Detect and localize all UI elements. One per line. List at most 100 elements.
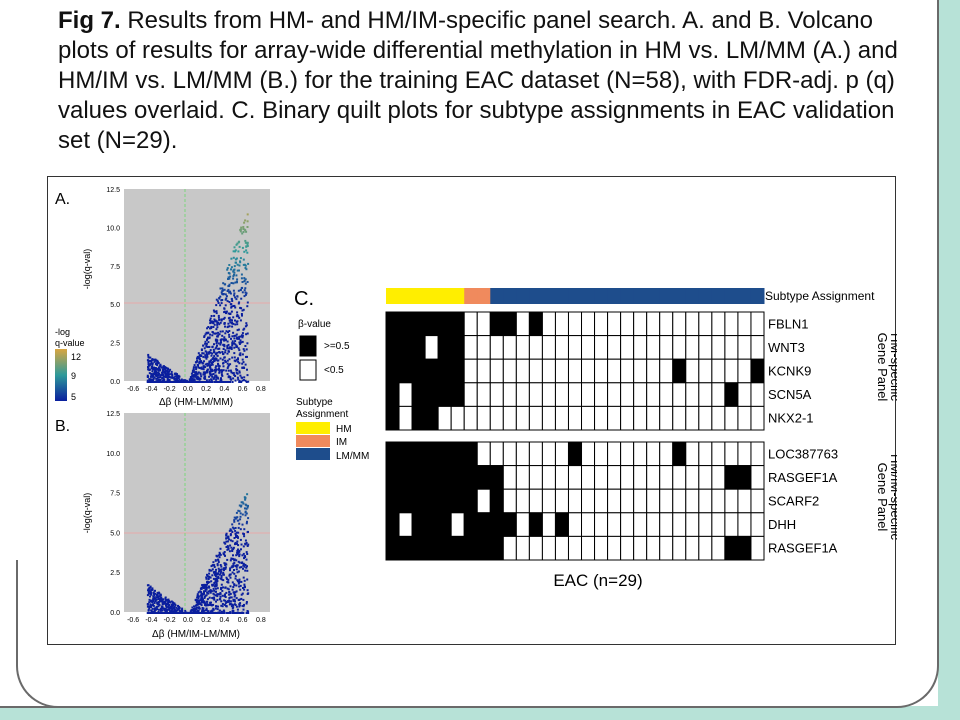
- bottom-band: [0, 706, 960, 720]
- volcano-point: [216, 376, 219, 379]
- volcano-point: [245, 602, 248, 605]
- volcano-point: [231, 557, 234, 560]
- volcano-point: [236, 540, 239, 543]
- volcano-point: [245, 612, 248, 614]
- volcano-point: [205, 588, 208, 591]
- volcano-point: [158, 598, 161, 601]
- volcano-point: [160, 605, 163, 608]
- volcano-point: [153, 610, 156, 613]
- volcano-point: [217, 334, 220, 337]
- volcano-point: [202, 355, 205, 358]
- volcano-point: [224, 564, 227, 567]
- volcano-point: [237, 360, 240, 363]
- quilt-cell: [581, 465, 596, 490]
- volcano-point: [242, 263, 245, 266]
- volcano-point: [216, 326, 219, 329]
- quilt-cell: [750, 488, 765, 514]
- volcano-point: [235, 315, 238, 318]
- quilt-cell: [463, 358, 478, 384]
- quilt-cell: [541, 382, 556, 407]
- volcano-point: [205, 379, 208, 382]
- volcano-point: [238, 612, 241, 614]
- subtype-cell: [685, 288, 700, 304]
- volcano-point: [146, 379, 149, 382]
- volcano-point: [231, 319, 233, 322]
- volcano-point: [242, 576, 245, 579]
- volcano-point: [241, 334, 243, 337]
- subtype-legend-im: IM: [336, 437, 347, 448]
- volcano-point: [149, 585, 152, 588]
- quilt-cell: [607, 512, 622, 537]
- volcano-point: [205, 577, 208, 580]
- volcano-point: [153, 358, 156, 361]
- volcano-point: [232, 322, 235, 325]
- volcano-point: [211, 373, 214, 376]
- volcano-point: [241, 379, 244, 382]
- quilt-cell: [502, 311, 517, 337]
- volcano-point: [147, 592, 150, 595]
- volcano-point: [199, 373, 202, 376]
- quilt-cell: [698, 382, 713, 407]
- volcano-point: [233, 612, 236, 614]
- volcano-point: [216, 612, 219, 614]
- volcano-point: [201, 596, 203, 599]
- volcano-point: [241, 366, 244, 369]
- volcano-point: [237, 378, 240, 381]
- volcano-point: [219, 321, 222, 324]
- volcano-point: [155, 375, 158, 377]
- volcano-point: [236, 329, 239, 332]
- volcano-point: [155, 605, 158, 608]
- volcano-point: [185, 379, 188, 382]
- volcano-point: [209, 333, 212, 336]
- x-tick-label: -0.4: [145, 617, 157, 624]
- volcano-point: [243, 250, 246, 253]
- volcano-point: [205, 600, 208, 603]
- volcano-point: [246, 245, 249, 247]
- volcano-point: [232, 250, 235, 253]
- volcano-point: [157, 591, 160, 594]
- volcano-point: [214, 352, 217, 355]
- volcano-point: [167, 372, 170, 375]
- volcano-point: [160, 366, 163, 369]
- y-tick-label: 2.5: [110, 341, 120, 348]
- volcano-point: [150, 379, 153, 382]
- volcano-point: [211, 352, 214, 355]
- volcano-point: [236, 376, 239, 379]
- volcano-point: [152, 600, 155, 603]
- volcano-point: [160, 609, 163, 612]
- volcano-point: [202, 381, 205, 383]
- subtype-legend-lmmm-swatch: [296, 448, 330, 460]
- volcano-point: [222, 586, 224, 589]
- volcano-point: [245, 551, 248, 554]
- volcano-point: [246, 531, 249, 534]
- volcano-point: [218, 365, 221, 368]
- volcano-point: [238, 362, 241, 365]
- volcano-point: [236, 553, 239, 556]
- volcano-point: [225, 310, 228, 313]
- volcano-point: [157, 379, 160, 381]
- volcano-point: [225, 605, 228, 608]
- quilt-cell: [685, 382, 700, 407]
- volcano-point: [188, 381, 191, 383]
- volcano-point: [206, 362, 209, 365]
- volcano-point: [156, 608, 159, 611]
- quilt-cell: [411, 382, 426, 407]
- x-tick-label: 0.8: [256, 386, 266, 393]
- volcano-point: [235, 365, 238, 368]
- volcano-point: [241, 611, 244, 614]
- volcano-point: [218, 368, 221, 371]
- gene-label: WNT3: [768, 340, 805, 355]
- quilt-cell: [581, 441, 596, 467]
- volcano-point: [232, 289, 235, 292]
- quilt-cell: [385, 311, 400, 337]
- volcano-point: [242, 231, 245, 233]
- volcano-point: [233, 583, 236, 586]
- volcano-point: [246, 332, 249, 335]
- volcano-point: [235, 261, 237, 264]
- volcano-point: [209, 589, 212, 592]
- volcano-point: [243, 376, 246, 379]
- quilt-cell: [607, 535, 622, 561]
- volcano-point: [238, 337, 241, 340]
- volcano-point: [176, 377, 178, 380]
- volcano-point: [239, 518, 242, 521]
